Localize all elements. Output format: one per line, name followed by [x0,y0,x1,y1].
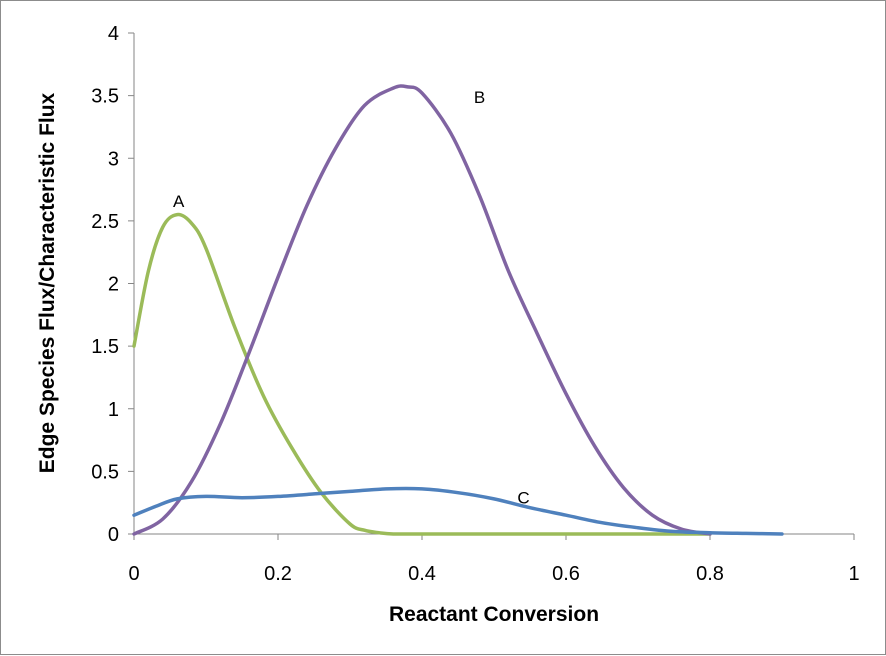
x-tick-label: 0.8 [696,563,724,585]
tick-labels: 0 0.5 1 1.5 2 2.5 3 3.5 4 0 0.2 0.4 0.6 0.8 1 [91,23,859,585]
y-tick-label: 3 [108,148,119,170]
tick-marks [128,32,855,540]
y-tick-label: 2.5 [91,211,119,233]
series-line-b [132,84,712,536]
x-tick-label: 0.4 [408,563,436,585]
series-label-c: C [517,489,529,508]
x-tick-label: 0 [128,563,139,585]
series-label-a: A [173,192,185,211]
y-tick-label: 1 [108,399,119,421]
series-label-b: B [474,88,485,107]
y-tick-label: 0.5 [91,461,119,483]
y-tick-label: 0 [108,524,119,546]
y-axis-title: Edge Species Flux/Characteristic Flux [36,92,59,473]
x-tick-label: 0.6 [552,563,580,585]
y-tick-label: 2 [108,274,119,296]
x-tick-label: 0.2 [264,563,292,585]
y-tick-label: 3.5 [91,86,119,108]
x-tick-label: 1 [848,563,859,585]
series-line-c [132,486,784,536]
series-annotations: A B C [173,88,530,508]
series-lines [132,84,784,536]
x-axis-title: Reactant Conversion [389,603,599,626]
y-tick-label: 1.5 [91,336,119,358]
y-tick-label: 4 [108,23,119,45]
axes [133,33,854,535]
